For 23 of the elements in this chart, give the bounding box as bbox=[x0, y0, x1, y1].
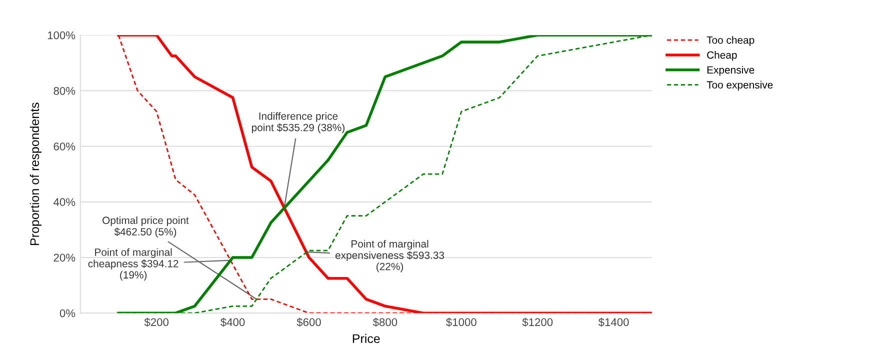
legend-label: Too cheap bbox=[706, 36, 754, 46]
annotation: Indifference price point $535.29 (38%) bbox=[252, 112, 344, 134]
x-tick-label: $200 bbox=[144, 318, 168, 327]
annotation: Point of marginal cheapness $394.12 (19%) bbox=[88, 248, 178, 281]
x-axis-title: Price bbox=[352, 334, 380, 344]
annotation: Optimal price point $462.50 (5%) bbox=[102, 216, 189, 238]
x-tick-label: $800 bbox=[372, 318, 398, 327]
x-tick-label: $1000 bbox=[446, 318, 476, 327]
x-tick-label: $600 bbox=[296, 318, 321, 327]
x-tick-label: $400 bbox=[220, 318, 245, 327]
annotation: Point of marginal expensiveness $593.33 (22%) bbox=[335, 240, 444, 272]
y-tick-label: 60% bbox=[54, 142, 76, 150]
x-tick-label: $1200 bbox=[522, 318, 553, 327]
legend-label: Expensive bbox=[707, 66, 754, 76]
x-tick-label: $1400 bbox=[598, 318, 629, 327]
y-tick-label: 40% bbox=[54, 198, 76, 206]
y-tick-label: 0% bbox=[60, 309, 76, 318]
legend-label: Too expensive bbox=[706, 80, 773, 91]
y-tick-label: 100% bbox=[48, 31, 76, 40]
legend-label: Cheap bbox=[707, 51, 737, 61]
y-axis-title: Proportion of respondents bbox=[30, 102, 42, 245]
y-tick-label: 20% bbox=[54, 254, 76, 262]
y-tick-label: 80% bbox=[54, 86, 76, 95]
